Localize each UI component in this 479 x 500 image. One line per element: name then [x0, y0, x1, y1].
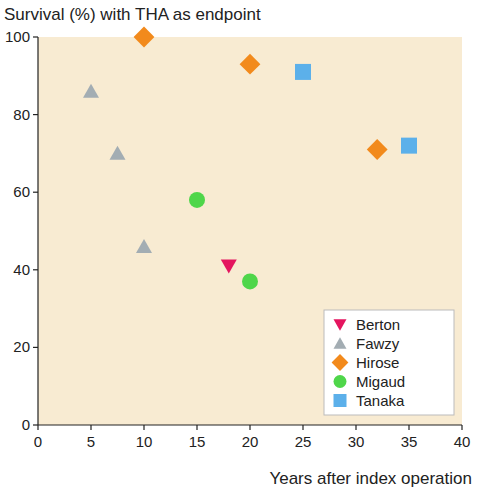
y-tick-label: 60	[13, 183, 30, 200]
x-tick	[143, 425, 144, 430]
point	[295, 64, 311, 80]
x-tick-label: 35	[401, 433, 418, 450]
legend-label: Hirose	[356, 354, 399, 371]
point	[136, 239, 152, 253]
legend-label: Migaud	[356, 373, 405, 390]
x-tick-label: 40	[454, 433, 471, 450]
y-tick	[33, 269, 38, 270]
x-tick	[461, 425, 462, 430]
point	[242, 273, 258, 289]
point	[83, 84, 99, 98]
x-tick-label: 25	[295, 433, 312, 450]
legend-marker	[332, 354, 349, 371]
title: Survival (%) with THA as endpoint	[4, 5, 261, 24]
legend-marker	[334, 375, 347, 388]
y-tick-label: 100	[5, 28, 30, 45]
x-axis-label: Years after index operation	[269, 469, 472, 488]
y-tick	[33, 424, 38, 425]
point	[110, 146, 126, 160]
x-tick-label: 5	[87, 433, 95, 450]
y-tick	[33, 36, 38, 37]
point	[367, 139, 388, 160]
x-tick-label: 30	[348, 433, 365, 450]
x-tick-label: 0	[34, 433, 42, 450]
y-tick-label: 20	[13, 338, 30, 355]
x-tick	[408, 425, 409, 430]
x-tick	[37, 425, 38, 430]
y-tick	[33, 114, 38, 115]
y-tick-label: 80	[13, 106, 30, 123]
x-tick	[90, 425, 91, 430]
point	[401, 138, 417, 154]
y-axis	[37, 37, 38, 425]
legend-marker	[334, 394, 347, 407]
x-tick	[355, 425, 356, 430]
x-tick	[196, 425, 197, 430]
legend-marker	[334, 337, 347, 348]
point	[189, 192, 205, 208]
legend-box	[324, 310, 454, 415]
x-tick	[302, 425, 303, 430]
y-tick	[33, 192, 38, 193]
legend-label: Berton	[356, 316, 400, 333]
point	[240, 54, 261, 75]
legend-label: Fawzy	[356, 335, 400, 352]
y-tick-label: 0	[22, 416, 30, 433]
x-tick-label: 15	[189, 433, 206, 450]
chart: 0 20 40 60 80 100 0 5 10 15 20 25 30 35 40 Survival (%)…	[0, 0, 479, 500]
point	[221, 260, 237, 274]
x-tick	[249, 425, 250, 430]
legend: Berton Fawzy Hirose Migaud Tanaka	[324, 310, 454, 415]
y-tick-label: 40	[13, 261, 30, 278]
x-tick-label: 20	[242, 433, 259, 450]
legend-marker	[334, 319, 347, 330]
plot-background	[38, 37, 462, 425]
points	[83, 27, 417, 290]
y-tick	[33, 347, 38, 348]
point	[134, 27, 155, 48]
legend-label: Tanaka	[356, 392, 405, 409]
x-tick-label: 10	[136, 433, 153, 450]
